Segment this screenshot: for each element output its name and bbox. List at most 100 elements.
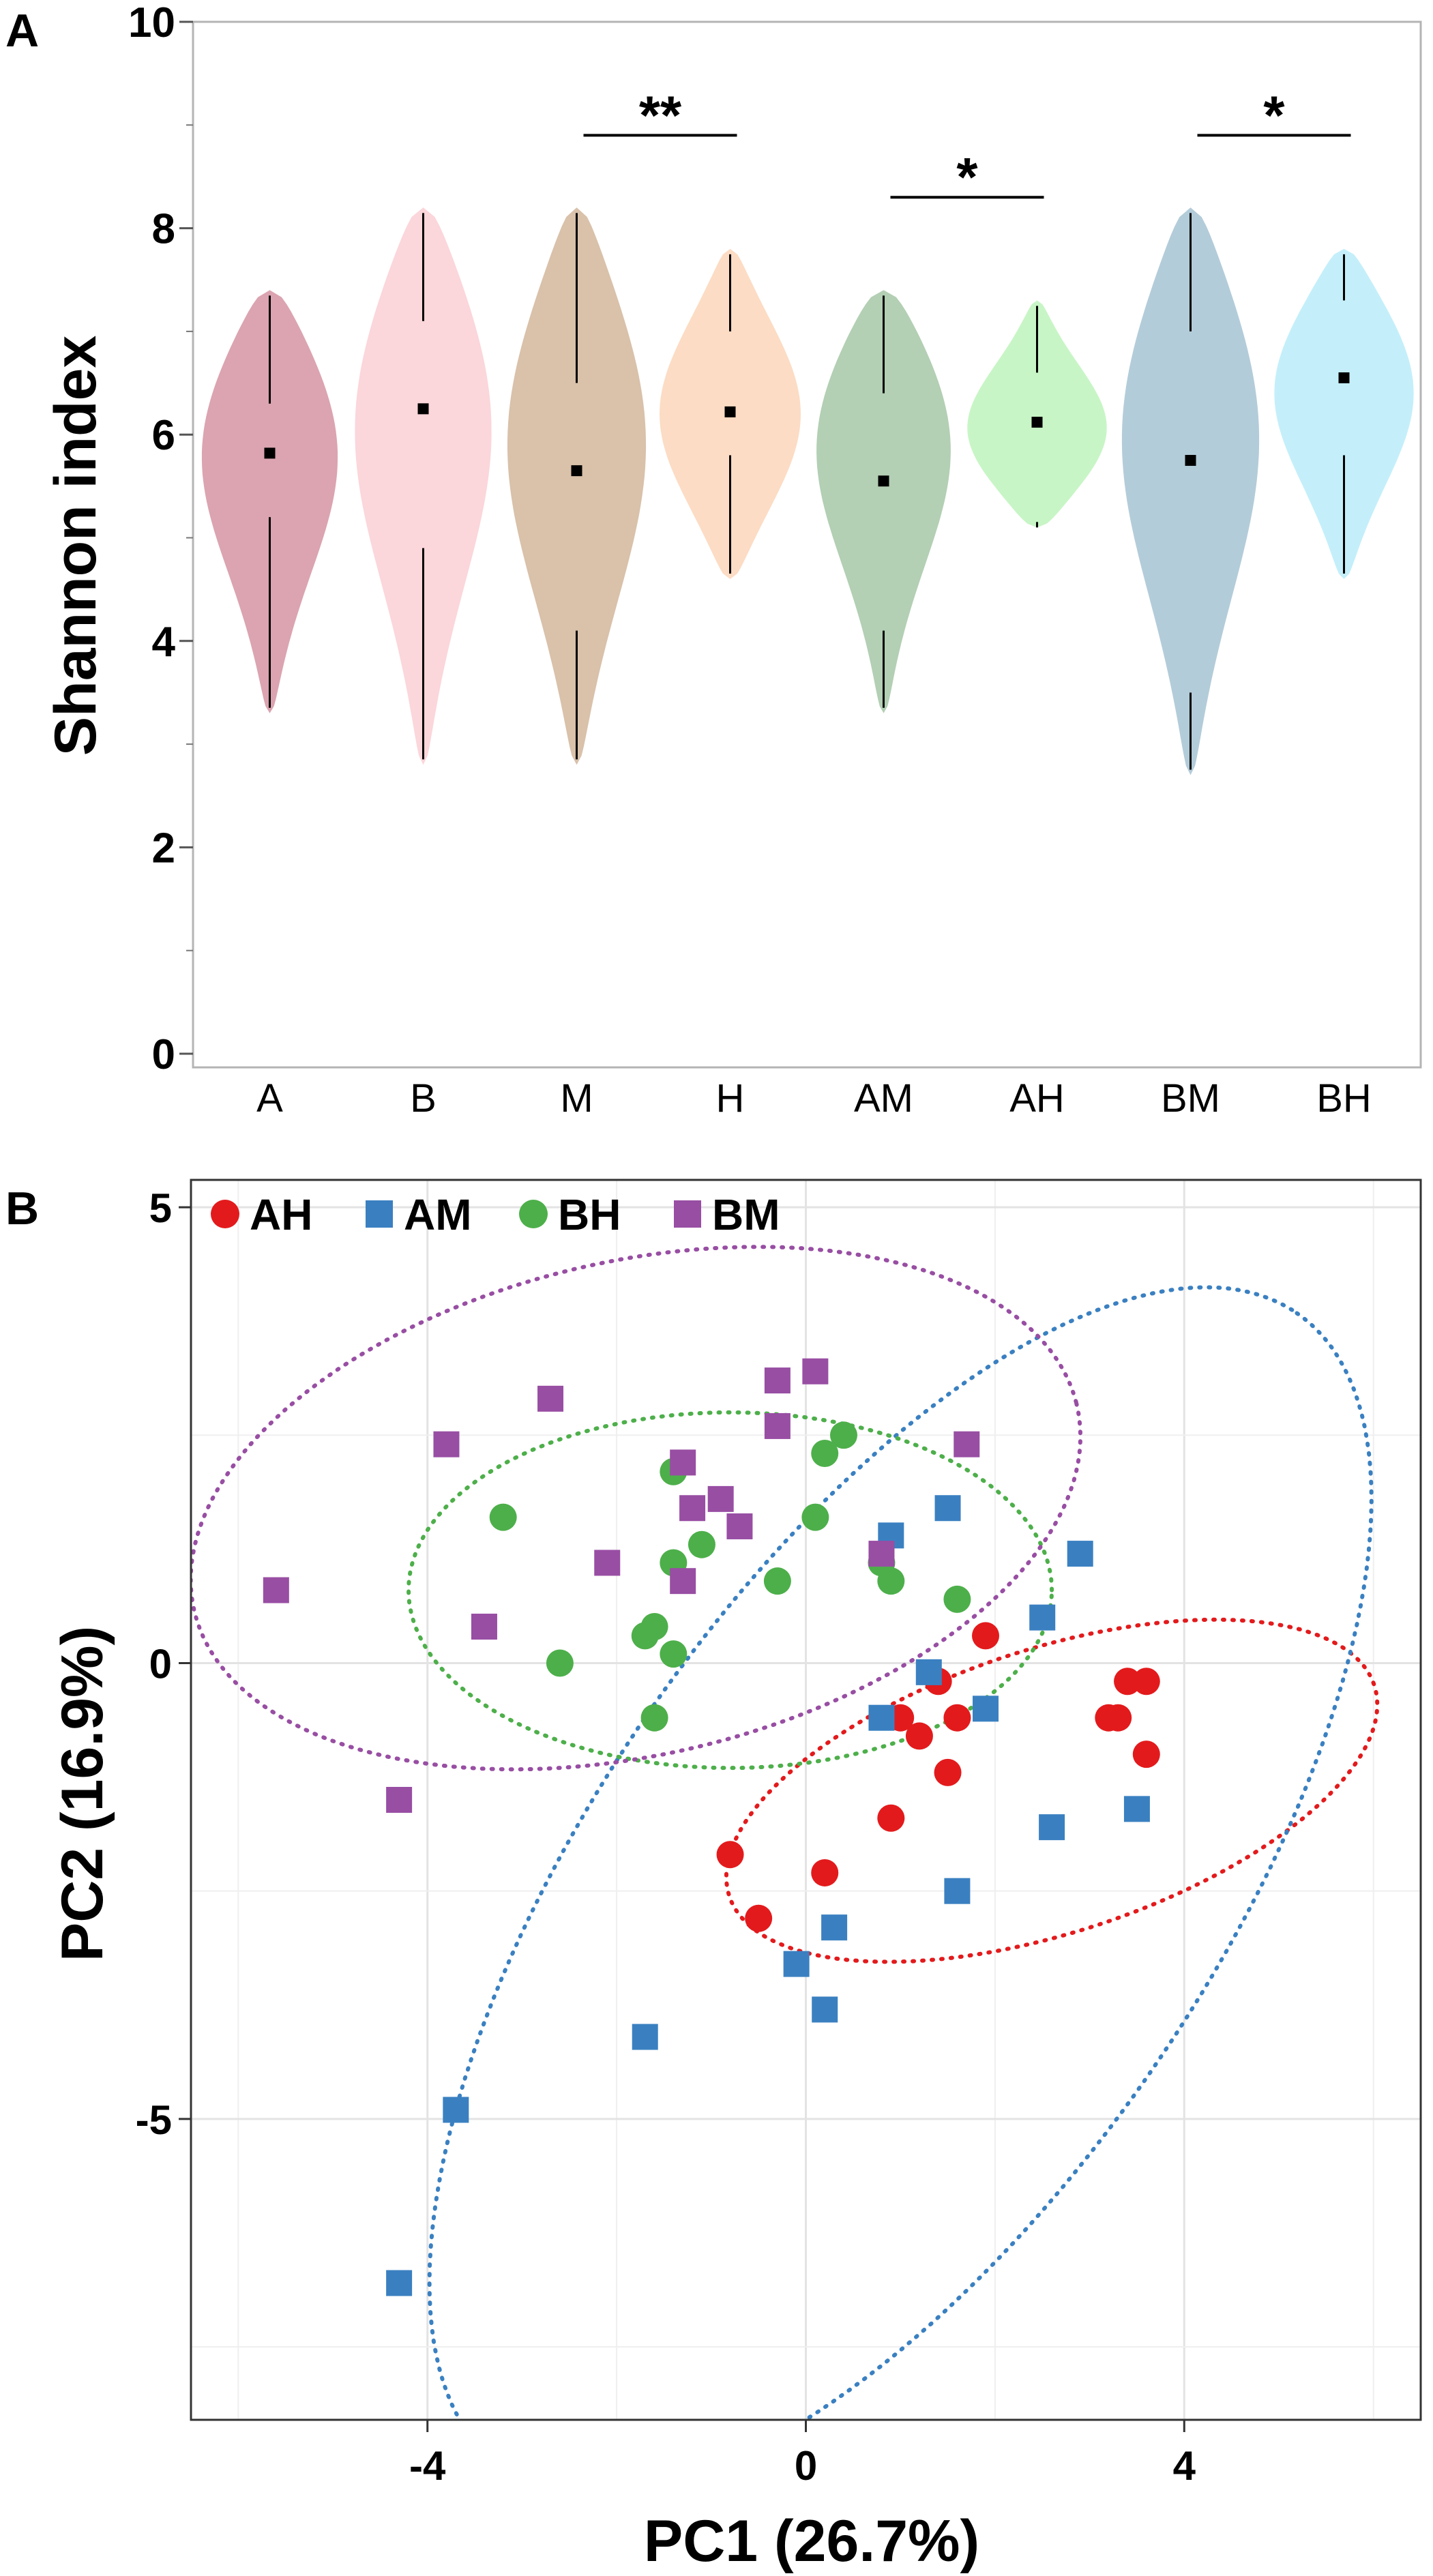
point-BM bbox=[868, 1541, 895, 1567]
ellipse-AH bbox=[724, 1617, 1380, 1964]
panel-a-significance-annotations: **** bbox=[583, 85, 1351, 207]
point-BM bbox=[594, 1550, 621, 1576]
legend-label-BM: BM bbox=[712, 1190, 780, 1239]
point-AH bbox=[877, 1804, 905, 1832]
point-AH bbox=[943, 1704, 971, 1732]
median-marker-A bbox=[264, 447, 276, 459]
y-tick-label: 0 bbox=[152, 1031, 175, 1078]
median-marker-BH bbox=[1338, 372, 1350, 383]
point-BM bbox=[471, 1614, 497, 1640]
point-BM bbox=[726, 1513, 753, 1539]
point-BH bbox=[631, 1622, 659, 1650]
legend-item-AM: AM bbox=[366, 1190, 472, 1239]
legend-label-AM: AM bbox=[404, 1190, 472, 1239]
point-BM bbox=[954, 1431, 980, 1457]
point-AM bbox=[934, 1495, 961, 1522]
ellipse-AM bbox=[427, 1285, 1374, 2420]
point-BH bbox=[811, 1440, 839, 1468]
median-marker-AH bbox=[1031, 417, 1043, 428]
point-AH bbox=[1104, 1704, 1132, 1732]
panel-a-y-axis: 0 2 4 6 8 10 bbox=[128, 0, 193, 1078]
x-tick-label: BH bbox=[1316, 1076, 1372, 1121]
point-AM bbox=[386, 2270, 413, 2296]
point-BM bbox=[802, 1358, 829, 1385]
legend-item-AH: AH bbox=[211, 1190, 312, 1239]
legend-label-AH: AH bbox=[250, 1190, 312, 1239]
panel-b-axes: -4 0 4 -5 0 5 bbox=[136, 1185, 1196, 2489]
point-AM bbox=[915, 1659, 942, 1685]
point-BH bbox=[489, 1503, 517, 1531]
point-AM bbox=[632, 2024, 658, 2050]
ellipse-BM bbox=[191, 1245, 1083, 1772]
point-AM bbox=[973, 1696, 999, 1722]
point-AH bbox=[972, 1622, 1000, 1650]
point-BH bbox=[640, 1704, 668, 1732]
point-AM bbox=[812, 1996, 838, 2023]
point-AH bbox=[811, 1859, 839, 1886]
point-BH bbox=[688, 1530, 715, 1558]
panel-a-violins bbox=[201, 207, 1414, 775]
panel-b-label: B bbox=[5, 1183, 39, 1234]
violin-AH bbox=[967, 300, 1107, 528]
violin-BM bbox=[1121, 207, 1260, 775]
point-BM bbox=[537, 1385, 564, 1412]
point-BM bbox=[433, 1431, 460, 1457]
point-AH bbox=[745, 1904, 773, 1932]
point-BH bbox=[877, 1567, 905, 1595]
point-BM bbox=[263, 1577, 289, 1603]
point-BM bbox=[764, 1367, 791, 1394]
x-tick-label: A bbox=[256, 1076, 283, 1121]
panel-a-label: A bbox=[5, 5, 39, 57]
point-AH bbox=[1132, 1741, 1160, 1768]
x-tick-label: B bbox=[410, 1076, 437, 1121]
point-BH bbox=[660, 1640, 688, 1668]
point-BM bbox=[707, 1485, 734, 1512]
panel-a-y-axis-label: Shannon index bbox=[43, 336, 108, 756]
point-BH bbox=[801, 1503, 829, 1531]
median-marker-BM bbox=[1185, 455, 1196, 467]
y-tick-label: 4 bbox=[152, 619, 176, 666]
point-AM bbox=[944, 1878, 971, 1904]
x-tick-label: -4 bbox=[409, 2443, 446, 2489]
panel-b-data-points bbox=[263, 1358, 1160, 2296]
significance-label: * bbox=[956, 147, 978, 207]
x-tick-label: AH bbox=[1009, 1076, 1065, 1121]
point-BM bbox=[386, 1787, 413, 1813]
y-tick-label: 2 bbox=[152, 825, 175, 872]
point-AM bbox=[868, 1704, 895, 1731]
significance-label: * bbox=[1263, 85, 1285, 145]
violin-AM bbox=[816, 290, 951, 713]
point-BM bbox=[670, 1568, 696, 1595]
legend-marker-AH bbox=[211, 1200, 239, 1228]
panel-b-confidence-ellipses bbox=[191, 1245, 1380, 2420]
x-tick-label: 4 bbox=[1173, 2443, 1196, 2489]
violin-BH bbox=[1274, 248, 1414, 579]
legend-marker-BM bbox=[674, 1200, 701, 1228]
point-AH bbox=[934, 1758, 962, 1786]
panel-b-legend: AH AM BH BM bbox=[211, 1190, 780, 1239]
point-BM bbox=[679, 1495, 706, 1522]
point-AM bbox=[1039, 1814, 1065, 1841]
x-tick-label: 0 bbox=[795, 2443, 817, 2489]
point-AH bbox=[905, 1722, 933, 1750]
point-BH bbox=[546, 1649, 574, 1677]
point-BM bbox=[670, 1449, 696, 1476]
point-AM bbox=[1067, 1541, 1093, 1567]
point-AM bbox=[1123, 1796, 1150, 1822]
violin-A bbox=[201, 290, 338, 713]
panel-b-gridlines bbox=[191, 1180, 1421, 2420]
x-tick-label: M bbox=[560, 1076, 593, 1121]
y-tick-label: -5 bbox=[136, 2097, 172, 2143]
median-marker-M bbox=[571, 465, 582, 477]
point-AM bbox=[1029, 1604, 1056, 1631]
point-BH bbox=[829, 1421, 857, 1449]
point-BM bbox=[764, 1412, 791, 1439]
legend-item-BH: BH bbox=[519, 1190, 621, 1239]
significance-label: ** bbox=[639, 85, 682, 145]
legend-marker-AM bbox=[366, 1200, 393, 1228]
panel-b-y-axis-label: PC2 (16.9%) bbox=[50, 1626, 115, 1961]
point-BH bbox=[763, 1567, 791, 1595]
y-tick-label: 8 bbox=[152, 206, 175, 253]
point-AH bbox=[1132, 1668, 1160, 1696]
